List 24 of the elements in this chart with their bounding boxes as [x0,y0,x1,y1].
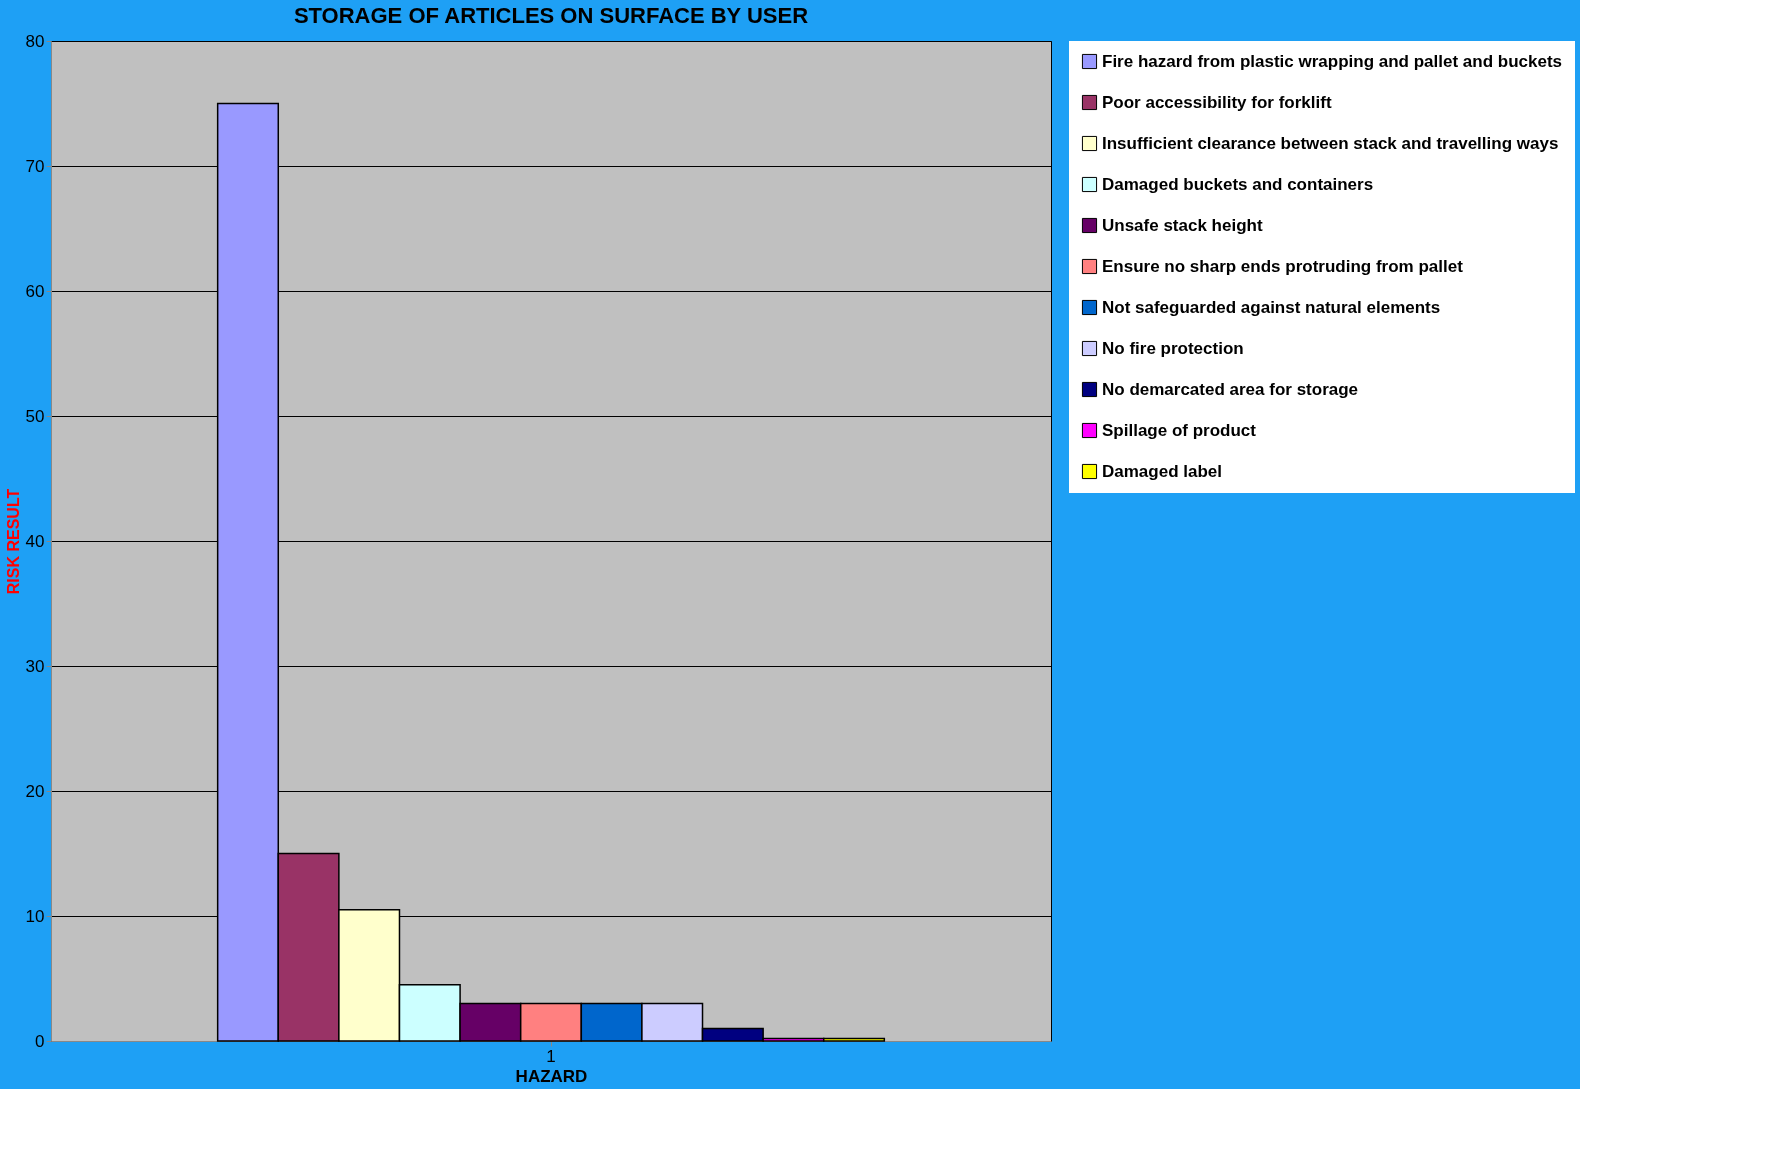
legend-label: Insufficient clearance between stack and travelling ways [1102,133,1559,153]
y-tick-label: 0 [35,1031,45,1051]
legend-label: Ensure no sharp ends protruding from pallet [1102,256,1464,276]
chart-title: STORAGE OF ARTICLES ON SURFACE BY USER [293,3,809,28]
x-axis-title: HAZARD [515,1066,588,1086]
legend-label: Not safeguarded against natural elements [1102,297,1441,317]
legend-label: Damaged label [1102,461,1222,481]
y-tick-label: 30 [25,656,45,676]
legend-label: Spillage of product [1102,420,1257,440]
y-tick-label: 80 [25,31,45,51]
legend-label: No fire protection [1102,338,1244,358]
legend-label: Damaged buckets and containers [1102,174,1374,194]
y-tick-label: 40 [25,531,45,551]
y-tick-label: 50 [25,406,45,426]
legend-label: No demarcated area for storage [1102,379,1359,399]
legend-label: Fire hazard from plastic wrapping and pallet and buckets [1102,51,1563,71]
y-tick-label: 10 [25,906,45,926]
y-tick-label: 20 [25,781,45,801]
x-tick-label: 1 [546,1046,556,1066]
legend-label: Poor accessibility for forklift [1102,92,1332,112]
y-axis-title: RISK RESULT [4,488,22,595]
y-tick-label: 60 [25,281,45,301]
legend-label: Unsafe stack height [1102,215,1263,235]
y-tick-label: 70 [25,156,45,176]
